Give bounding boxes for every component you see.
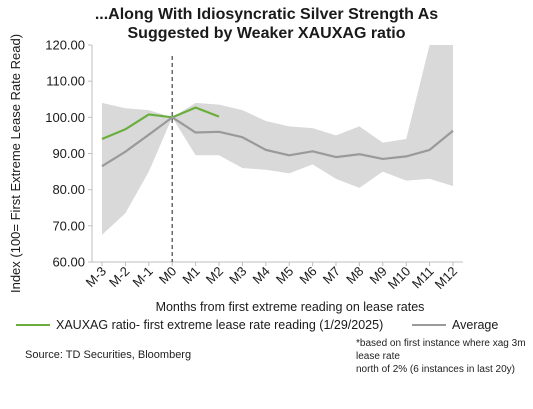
y-tick-label: 110.00 — [46, 74, 85, 89]
x-tick-label: M6 — [296, 264, 319, 287]
y-tick-label: 80.00 — [52, 182, 85, 197]
x-tick-label: M7 — [320, 264, 343, 287]
x-tick-label: M2 — [203, 264, 226, 287]
x-tick-label: M-1 — [129, 264, 155, 290]
footnote: *based on first instance where xag 3m le… — [356, 337, 533, 376]
legend-item-average: Average — [412, 318, 498, 332]
x-tick-label: M8 — [343, 264, 366, 287]
legend-swatch-ratio — [16, 324, 50, 326]
y-tick-label: 70.00 — [52, 218, 85, 233]
x-tick-label: M11 — [409, 264, 437, 292]
legend-item-ratio: XAUXAG ratio- first extreme lease rate r… — [16, 318, 383, 332]
x-tick-label: M4 — [250, 264, 273, 287]
y-tick-label: 60.00 — [52, 255, 85, 270]
x-axis-title: Months from first extreme reading on lea… — [155, 300, 425, 314]
legend-swatch-average — [412, 324, 446, 326]
series-line-ratio — [101, 106, 220, 141]
x-tick-label: M12 — [432, 264, 460, 292]
footnote-line-2: north of 2% (6 instances in last 20y) — [356, 364, 515, 375]
chart-title-line-1: ...Along With Idiosyncratic Silver Stren… — [94, 6, 439, 23]
x-tick-label: M-2 — [106, 264, 132, 290]
x-tick-label: M3 — [226, 264, 249, 287]
range-band — [102, 45, 453, 235]
chart-title: ...Along With Idiosyncratic Silver Stren… — [0, 5, 533, 43]
y-tick-label: 100.00 — [45, 110, 85, 125]
x-tick-label: M5 — [273, 264, 296, 287]
y-tick-label: 90.00 — [52, 146, 85, 161]
legend-label-average: Average — [452, 318, 499, 332]
y-tick-label: 120.00 — [45, 38, 85, 53]
x-tick-label: M10 — [385, 264, 413, 292]
source-note: Source: TD Securities, Bloomberg — [25, 349, 192, 361]
legend-label-ratio: XAUXAG ratio- first extreme lease rate r… — [56, 318, 384, 332]
series-line-average — [101, 116, 454, 168]
x-tick-label: M-3 — [83, 264, 109, 290]
chart-title-line-2: Suggested by Weaker XAUXAG ratio — [127, 25, 406, 42]
x-tick-label: M0 — [156, 264, 179, 287]
x-tick-label: M1 — [179, 264, 202, 287]
footnote-line-1: *based on first instance where xag 3m le… — [356, 338, 526, 362]
y-axis-title: Index (100= First Extreme Lease Rate Rea… — [8, 34, 23, 293]
